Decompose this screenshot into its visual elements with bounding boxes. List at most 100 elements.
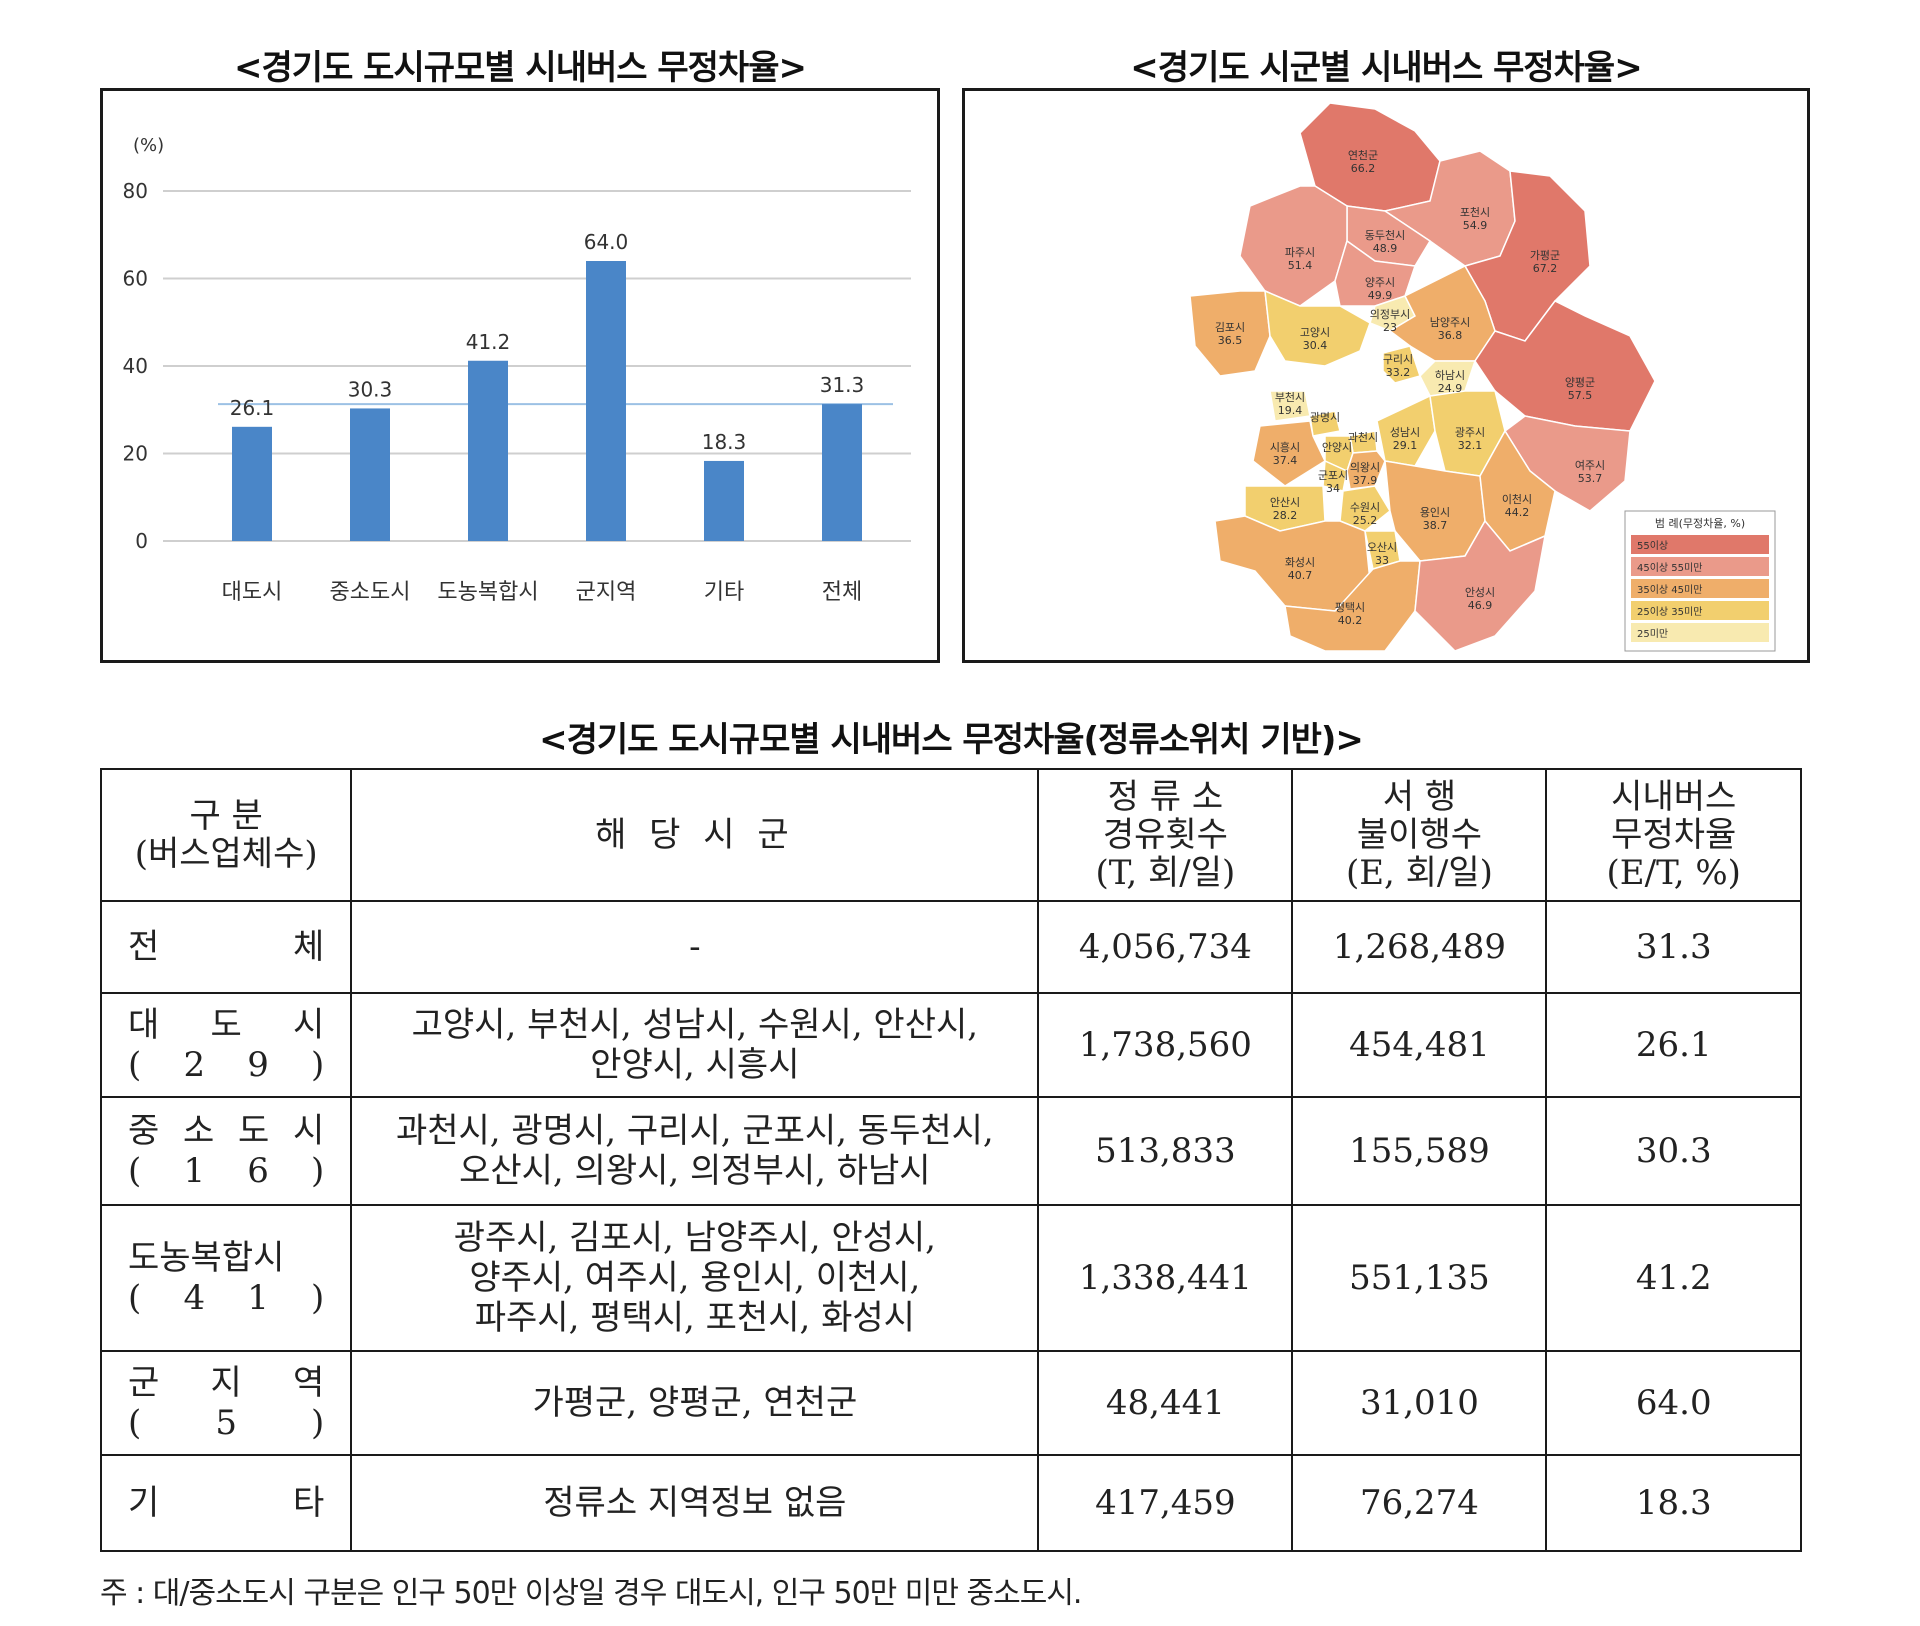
header-nonstop-rate: 시내버스 무정차율 (E/T, %)	[1545, 768, 1802, 902]
table-row-total: 전 체 - 4,056,734 1,268,489 31.3	[99, 900, 1802, 994]
row-violation-count: 76,274	[1291, 1454, 1548, 1552]
row-regions: -	[350, 900, 1040, 994]
region-line: -	[689, 927, 701, 967]
header-category-line1: 구 분	[189, 796, 263, 836]
bar	[586, 261, 626, 541]
region-name-label: 김포시	[1215, 321, 1245, 334]
row-rate: 30.3	[1545, 1096, 1802, 1206]
region-name-label: 고양시	[1300, 326, 1330, 339]
map-region	[1474, 300, 1656, 432]
region-name-label: 용인시	[1420, 506, 1450, 519]
bar	[232, 426, 272, 541]
map-region	[1214, 515, 1371, 612]
map-title: <경기도 시군별 시내버스 무정차율>	[1130, 48, 1642, 88]
legend-label: 25미만	[1637, 628, 1668, 640]
category-name: 기 타	[128, 1483, 325, 1523]
region-name-label: 의왕시	[1350, 461, 1380, 474]
region-value-label: 51.4	[1288, 259, 1313, 272]
row-category: 군 지 역 ( 5 )	[99, 1350, 353, 1456]
table-row-small-city: 중 소 도 시 ( 1 6 ) 과천시, 광명시, 구리시, 군포시, 동두천시…	[99, 1096, 1802, 1206]
region-name-label: 군포시	[1318, 469, 1348, 482]
map-region	[1189, 290, 1271, 377]
region-line: 안양시, 시흥시	[590, 1045, 800, 1085]
region-name-label: 구리시	[1383, 353, 1413, 366]
header-regions: 해 당 시 군	[350, 768, 1040, 902]
y-tick-label: 80	[123, 179, 148, 203]
region-line: 고양시, 부천시, 성남시, 수원시, 안산시,	[411, 1005, 979, 1045]
region-value-label: 36.8	[1438, 329, 1463, 342]
category-name: 군 지 역	[128, 1363, 325, 1403]
row-category: 대 도 시 ( 2 9 )	[99, 992, 353, 1098]
category-name: 중 소 도 시	[128, 1111, 325, 1151]
region-name-label: 포천시	[1460, 205, 1490, 219]
region-name-label: 과천시	[1348, 430, 1378, 444]
region-name-label: 안성시	[1465, 586, 1495, 599]
row-regions: 광주시, 김포시, 남양주시, 안성시, 양주시, 여주시, 용인시, 이천시,…	[350, 1204, 1040, 1352]
row-rate: 26.1	[1545, 992, 1802, 1098]
bar-value-label: 64.0	[584, 230, 629, 254]
region-value-label: 44.2	[1505, 506, 1530, 519]
bar	[822, 404, 862, 541]
bar-value-label: 18.3	[702, 430, 747, 454]
data-table: 구 분 (버스업체수) 해 당 시 군 정 류 소 경유횟수 (T, 회/일) …	[99, 768, 1802, 1552]
legend-label: 45이상 55미만	[1637, 562, 1702, 574]
region-value-label: 66.2	[1351, 162, 1376, 175]
map-region	[1264, 289, 1371, 367]
region-name-label: 파주시	[1285, 246, 1315, 259]
map-region	[1334, 239, 1417, 307]
region-value-label: 46.9	[1468, 599, 1493, 612]
row-rate: 64.0	[1545, 1350, 1802, 1456]
legend-label: 25이상 35미만	[1637, 606, 1702, 618]
region-line: 과천시, 광명시, 구리시, 군포시, 동두천시,	[395, 1111, 994, 1151]
row-regions: 고양시, 부천시, 성남시, 수원시, 안산시, 안양시, 시흥시	[350, 992, 1040, 1098]
legend-swatch	[1631, 579, 1769, 598]
region-name-label: 광명시	[1310, 411, 1340, 424]
bar	[350, 408, 390, 541]
region-value-label: 57.5	[1568, 389, 1593, 402]
region-line: 정류소 지역정보 없음	[543, 1483, 847, 1523]
header-violation-count: 서 행 불이행수 (E, 회/일)	[1291, 768, 1548, 902]
row-regions: 과천시, 광명시, 구리시, 군포시, 동두천시, 오산시, 의왕시, 의정부시…	[350, 1096, 1040, 1206]
region-name-label: 양주시	[1365, 276, 1395, 289]
category-count: ( 1 6 )	[128, 1151, 325, 1191]
region-name-label: 평택시	[1335, 601, 1365, 614]
region-name-label: 하남시	[1435, 368, 1465, 382]
region-value-label: 53.7	[1578, 472, 1603, 485]
region-value-label: 54.9	[1463, 219, 1488, 232]
bar-value-label: 30.3	[348, 377, 393, 401]
chart-title: <경기도 도시규모별 시내버스 무정차율>	[234, 48, 807, 88]
header-nonstop-rate-line1: 시내버스	[1611, 777, 1737, 817]
region-value-label: 40.2	[1338, 614, 1363, 627]
row-category: 도농복합시 ( 4 1 )	[99, 1204, 353, 1352]
row-category: 기 타	[99, 1454, 353, 1552]
header-category-line2: (버스업체수)	[134, 834, 318, 874]
region-name-label: 성남시	[1390, 426, 1420, 439]
region-name-label: 화성시	[1285, 556, 1315, 569]
table-row-urban-rural: 도농복합시 ( 4 1 ) 광주시, 김포시, 남양주시, 안성시, 양주시, …	[99, 1204, 1802, 1352]
x-tick-label: 군지역	[576, 580, 637, 605]
legend-label: 55이상	[1637, 540, 1668, 552]
region-line: 광주시, 김포시, 남양주시, 안성시,	[453, 1218, 936, 1258]
header-category: 구 분 (버스업체수)	[99, 768, 353, 902]
footnote: 주 : 대/중소도시 구분은 인구 50만 이상일 경우 대도시, 인구 50만…	[100, 1576, 1082, 1611]
region-name-label: 시흥시	[1270, 440, 1300, 454]
region-value-label: 48.9	[1373, 242, 1398, 255]
bar-value-label: 41.2	[466, 330, 511, 354]
x-tick-label: 대도시	[222, 580, 283, 605]
bar-value-label: 26.1	[230, 396, 275, 420]
row-rate: 31.3	[1545, 900, 1802, 994]
region-line: 양주시, 여주시, 용인시, 이천시,	[469, 1258, 921, 1298]
row-stop-count: 4,056,734	[1037, 900, 1294, 994]
region-value-label: 30.4	[1303, 339, 1328, 352]
category-count: ( 5 )	[128, 1403, 325, 1443]
region-value-label: 38.7	[1423, 519, 1448, 532]
y-tick-label: 20	[123, 442, 148, 466]
map-region	[1376, 394, 1436, 467]
bar	[468, 360, 508, 541]
region-name-label: 오산시	[1367, 541, 1397, 554]
region-value-label: 29.1	[1393, 439, 1418, 452]
x-tick-label: 전체	[822, 580, 862, 605]
map-region	[1339, 485, 1391, 532]
